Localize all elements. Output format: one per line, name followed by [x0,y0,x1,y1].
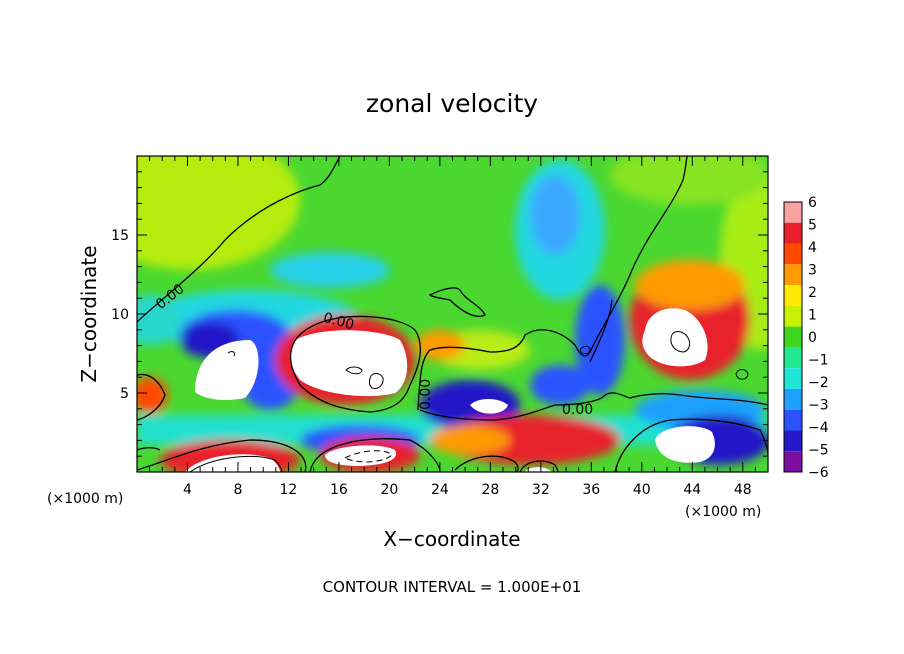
colorbar-label: 1 [808,308,817,324]
x-tick-label: 4 [183,482,192,498]
contour-label-2: 0.00 [322,310,356,334]
x-tick-label: 24 [431,482,449,498]
x-unit-left: (×1000 m) [47,491,123,507]
x-tick-label: 36 [582,482,600,498]
colorbar-swatch [784,388,802,410]
colorbar-label: 6 [808,195,817,211]
y-tick-label: 10 [111,307,129,323]
colorbar-label: 3 [808,263,817,279]
colorbar-swatch [784,222,802,244]
y-tick-label: 15 [111,228,129,244]
colorbar-swatch [784,347,802,369]
colorbar-label: 5 [808,218,817,234]
y-axis-label: Z−coordinate [77,245,101,382]
x-tick-label: 48 [734,482,752,498]
colorbar-label: −1 [808,353,829,369]
colorbar-swatch [784,430,802,452]
colorbar-label: −4 [808,420,829,436]
colorbar-frame [783,201,803,473]
contour-label-4: 0.00 [562,402,593,418]
contour-interval-note: CONTOUR INTERVAL = 1.000E+01 [323,578,582,596]
y-tick-label: 5 [120,386,129,402]
contour-label-3: 0.00 [418,379,434,410]
x-tick-label: 16 [330,482,348,498]
colorbar-swatch [784,451,802,472]
x-tick-label: 44 [683,482,701,498]
x-tick-label: 32 [532,482,550,498]
x-tick-label: 20 [380,482,398,498]
colorbar-label: −6 [808,465,829,481]
colorbar-label: 0 [808,330,817,346]
colorbar-swatch [784,202,802,223]
colorbar-swatch [784,409,802,431]
x-tick-label: 8 [233,482,242,498]
colorbar-swatch [784,368,802,389]
x-axis-ticks: 4 8 12 16 20 24 28 32 36 40 44 48 [136,156,769,498]
colorbar-label: −3 [808,398,829,414]
colorbar-swatch [784,243,802,265]
colorbar-label: −5 [808,443,829,459]
colorbar-swatch [784,305,802,327]
y-axis-ticks: 5 10 15 [111,155,768,473]
colorbar-swatch [784,285,802,306]
colorbar-label: −2 [808,375,829,391]
colorbar: 6 5 4 3 2 1 0 −1 −2 −3 −4 −5 −6 [783,195,829,481]
colorbar-label: 2 [808,285,817,301]
contour-lines [137,156,768,472]
colorbar-label: 4 [808,240,817,256]
plot-area [137,156,768,472]
colorbar-swatch [784,326,802,348]
colorbar-swatch [784,264,802,286]
x-tick-label: 40 [633,482,651,498]
x-tick-label: 12 [280,482,298,498]
x-tick-label: 28 [481,482,499,498]
inner-contours [189,331,749,472]
x-axis-label: X−coordinate [383,527,520,551]
chart-title: zonal velocity [366,89,538,118]
x-unit-right: (×1000 m) [685,504,761,520]
heatmap-field [137,156,768,472]
